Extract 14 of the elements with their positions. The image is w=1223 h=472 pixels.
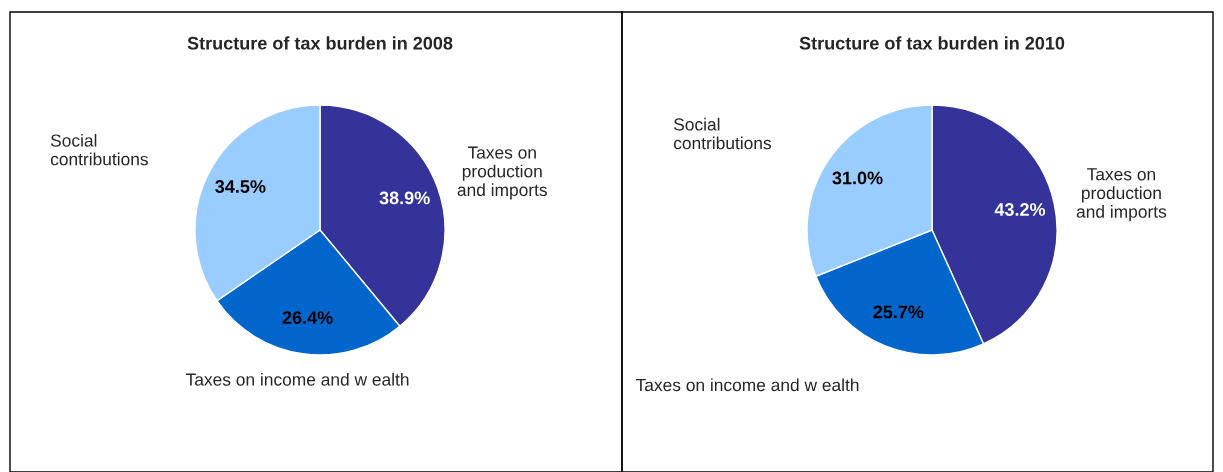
slice-label: Social contributions bbox=[673, 117, 772, 150]
slice-label: Taxes on production and imports bbox=[1076, 168, 1167, 222]
data-label: 43.2% bbox=[994, 203, 1046, 216]
data-label: 31.0% bbox=[832, 171, 883, 185]
data-label: 38.9% bbox=[379, 191, 430, 205]
chart-title: Structure of tax burden in 2008 bbox=[187, 36, 453, 50]
data-label: 25.7% bbox=[873, 305, 924, 319]
chart-title: Structure of tax burden in 2010 bbox=[799, 36, 1065, 50]
slice-label: Taxes on income and w ealth bbox=[186, 372, 409, 386]
data-label: 34.5% bbox=[215, 180, 266, 193]
data-label: 26.4% bbox=[282, 311, 333, 324]
slice-label: Taxes on income and w ealth bbox=[635, 378, 859, 392]
slice-label: Social contributions bbox=[50, 133, 148, 166]
slice-label: Taxes on production and imports bbox=[457, 146, 547, 200]
